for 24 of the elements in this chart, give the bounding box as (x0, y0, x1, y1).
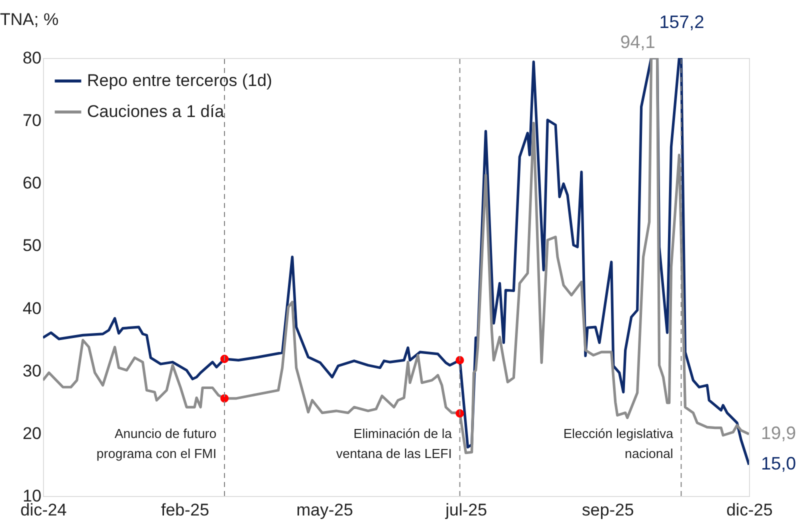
ref-line-label: Elección legislativa nacional (563, 426, 674, 461)
legend-label: Repo entre terceros (1d) (87, 71, 272, 90)
y-tick-label: 20 (22, 424, 42, 443)
x-tick-label: dic-25 (726, 500, 773, 520)
annotation: 157,2 (659, 12, 704, 32)
annotation: 94,1 (620, 32, 656, 52)
ref-line-label: Anuncio de futuro programa con el FMI (96, 426, 216, 461)
x-tick-label: sep-25 (582, 500, 634, 520)
y-axis-title: TNA; % (0, 10, 59, 29)
annotation: 15,0 (761, 454, 796, 474)
ref-line-label: Eliminación de la ventana de las LEFI (336, 426, 453, 461)
x-tick-label: may-25 (296, 500, 354, 520)
x-tick-label: feb-25 (160, 500, 210, 520)
y-tick-label: 30 (22, 361, 42, 380)
y-tick-label: 80 (22, 48, 42, 68)
point (456, 356, 464, 364)
x-tick-label: dic-24 (20, 500, 67, 520)
x-tick-label: jul-25 (444, 500, 488, 520)
y-tick-label: 70 (22, 111, 42, 130)
y-tick-label: 60 (22, 174, 42, 193)
legend-label: Cauciones a 1 día (87, 102, 225, 121)
y-tick-label: 50 (22, 236, 42, 256)
y-tick-label: 40 (22, 298, 42, 318)
annotation: 19,9 (761, 423, 796, 444)
